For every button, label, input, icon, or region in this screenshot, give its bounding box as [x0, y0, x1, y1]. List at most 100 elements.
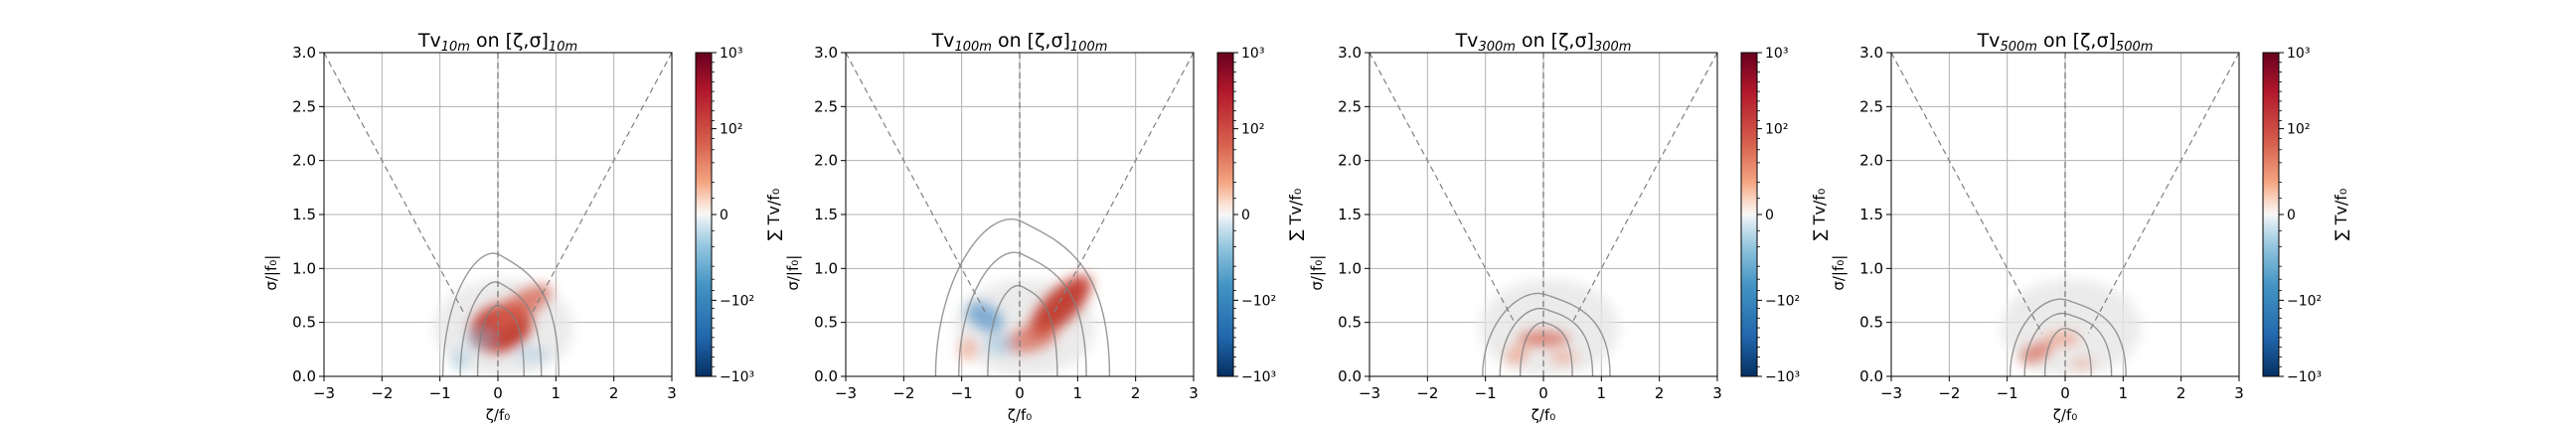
colorbar-label: ∑ Tv/f₀	[2332, 189, 2350, 241]
panel-3: −3 −2 −1 0 1 2 3 0.0 0.5 1.0 1.5 2.0 2.5 3.0 ζ/f₀ σ/|f₀…	[1308, 30, 1829, 424]
y-tick-label: 0.0	[1859, 367, 1883, 385]
heatmap-cell	[958, 338, 977, 360]
y-tick-label: 2.5	[814, 97, 838, 115]
x-tick-label: 2	[1655, 384, 1665, 402]
y-tick-label: 0.0	[814, 367, 838, 385]
contours	[934, 218, 1111, 376]
y-tick-label: 0.0	[292, 367, 316, 385]
x-tick-label: 0	[493, 384, 503, 402]
title-main: Tv	[1977, 30, 2001, 52]
colorbar: 10³ 10² 0 −10² −10³ ∑ Tv/f₀	[695, 46, 783, 385]
colorbar: 10³ 10² 0 −10² −10³ ∑ Tv/f₀	[2262, 46, 2350, 385]
contour-line	[1482, 292, 1611, 376]
y-tick-label: 2.5	[1859, 97, 1883, 115]
colorbar-tick-label: −10³	[1241, 369, 1276, 385]
title-subscript: 100m	[954, 40, 991, 55]
contour-line	[2023, 312, 2113, 376]
heatmap-cell	[985, 333, 1015, 356]
colorbar-label: ∑ Tv/f₀	[1286, 189, 1305, 241]
y-tick-label: 1.5	[1859, 206, 1883, 223]
reference-line	[532, 53, 672, 313]
chart-title: Tv100m on [ζ,σ]100m	[931, 30, 1108, 55]
heatmap-cell	[1548, 350, 1578, 363]
y-tick-label: 0.5	[814, 314, 838, 332]
heatmap-cell	[1006, 324, 1057, 354]
reference-line	[2087, 53, 2239, 334]
x-tick-label: −3	[835, 384, 857, 402]
title-end-subscript: 500m	[2116, 40, 2153, 55]
x-tick-label: −2	[892, 384, 914, 402]
reference-lines	[846, 53, 1194, 376]
colorbar-tick-label: 0	[2287, 208, 2296, 223]
x-tick-label: −2	[1416, 384, 1438, 402]
colorbar-gradient	[695, 52, 713, 377]
y-axis-label: σ/|f₀|	[784, 255, 802, 291]
heatmap-cell	[490, 284, 552, 328]
chart-title: Tv10m on [ζ,σ]10m	[417, 30, 577, 55]
colorbar: 10³ 10² 0 −10² −10³ ∑ Tv/f₀	[1740, 46, 1829, 385]
y-axis-label: σ/|f₀|	[1830, 255, 1848, 291]
x-tick-label: 2	[2176, 384, 2186, 402]
colorbar-tick-label: 10²	[2287, 122, 2310, 138]
reference-line	[1891, 53, 2043, 334]
colorbar-tick-label: 10²	[720, 122, 742, 138]
colorbar-gradient	[2262, 52, 2280, 377]
colorbar: 10³ 10² 0 −10² −10³ ∑ Tv/f₀	[1216, 46, 1305, 385]
reference-line	[324, 53, 464, 313]
x-tick-label: −3	[1880, 384, 1902, 402]
y-tick-label: 2.5	[1338, 97, 1362, 115]
colorbar-tick-label: −10³	[1765, 369, 1800, 385]
x-tick-label: −1	[1475, 384, 1497, 402]
title-main: Tv	[417, 30, 441, 52]
x-tick-label: 2	[1131, 384, 1141, 402]
reference-line	[1369, 53, 1516, 323]
colorbar-tick-label: 10³	[1765, 46, 1788, 62]
colorbar-tick-label: −10²	[720, 293, 754, 309]
y-tick-label: 2.0	[292, 152, 316, 170]
contour-line	[2009, 298, 2127, 376]
title-main: Tv	[931, 30, 955, 52]
colorbar-tick-label: 10³	[720, 46, 742, 62]
y-tick-label: 3.0	[1338, 44, 1362, 62]
contour-line	[934, 218, 1111, 376]
x-tick-label: 3	[667, 384, 677, 402]
y-tick-label: 1.0	[292, 259, 316, 277]
reference-lines	[1891, 53, 2239, 376]
heatmap-cell	[966, 302, 1004, 333]
title-mid: on [ζ,σ]	[992, 30, 1070, 52]
title-mid: on [ζ,σ]	[2037, 30, 2116, 52]
y-tick-label: 2.0	[1338, 152, 1362, 170]
panel-2: −3 −2 −1 0 1 2 3 0.0 0.5 1.0 1.5 2.0 2.5 3.0 ζ/f₀ σ/|f₀…	[784, 30, 1305, 424]
chart-title: Tv500m on [ζ,σ]500m	[1977, 30, 2154, 55]
contour-line	[1499, 307, 1594, 376]
y-axis-label: σ/|f₀|	[262, 255, 280, 291]
colorbar-tick-label: −10²	[1241, 293, 1276, 309]
y-axis-label: σ/|f₀|	[1308, 255, 1326, 291]
title-subscript: 10m	[441, 40, 470, 55]
y-tick-label: 0.5	[1859, 314, 1883, 332]
heatmap-cell	[2070, 358, 2095, 369]
panel-1: −3 −2 −1 0 1 2 3 0.0 0.5 1.0 1.5 2.0 2.5 3.0 ζ/f₀ σ/|f₀…	[262, 30, 783, 424]
contour-line	[1519, 322, 1573, 376]
colorbar-gradient	[1216, 52, 1234, 377]
x-tick-label: 3	[1712, 384, 1722, 402]
x-tick-label: −2	[371, 384, 393, 402]
contour-line	[476, 304, 525, 376]
title-mid: on [ζ,σ]	[1516, 30, 1594, 52]
colorbar-tick-label: −10³	[720, 369, 754, 385]
title-end-subscript: 10m	[549, 40, 577, 55]
contour-line	[987, 284, 1058, 376]
reference-line	[1053, 53, 1194, 313]
x-tick-label: −1	[429, 384, 451, 402]
x-tick-label: −1	[951, 384, 973, 402]
contours	[441, 252, 560, 376]
colorbar-tick-label: 10³	[2287, 46, 2310, 62]
colorbar-tick-label: 0	[1765, 208, 1774, 223]
colorbar-tick-label: 10²	[1241, 122, 1264, 138]
colorbar-tick-label: 10²	[1765, 122, 1788, 138]
x-tick-label: 2	[609, 384, 619, 402]
heatmap-cell	[515, 346, 551, 363]
y-tick-label: 1.5	[1338, 206, 1362, 223]
colorbar-tick-label: 10³	[1241, 46, 1264, 62]
colorbar-tick-label: −10²	[1765, 293, 1800, 309]
